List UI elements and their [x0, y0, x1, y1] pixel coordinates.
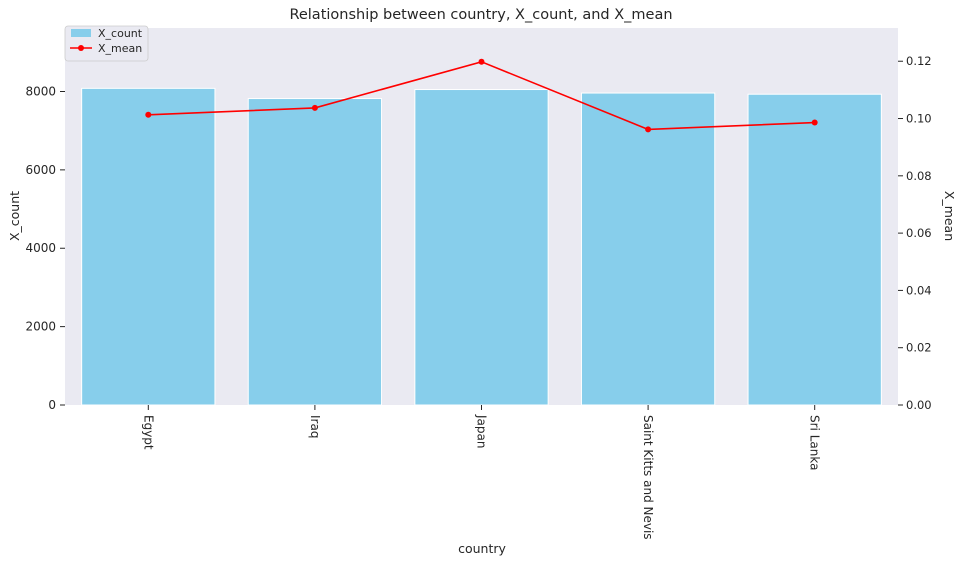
y2-tick-label-4: 0.08 [906, 169, 932, 183]
x-tick-label-2: Japan [475, 414, 489, 448]
x-mean-point-2 [478, 58, 485, 65]
x-tick-label-3: Saint Kitts and Nevis [641, 415, 655, 540]
x-axis-ticks: Egypt Iraq Japan Saint Kitts and Nevis Sri L… [141, 405, 822, 540]
bar-0 [81, 87, 216, 406]
legend-label-x-count: X_count [98, 27, 143, 40]
y-axis-title: X_count [7, 191, 22, 241]
y-tick-label-2: 4000 [25, 241, 56, 255]
y2-tick-label-0: 0.00 [906, 398, 932, 412]
y-tick-label-4: 8000 [25, 84, 56, 98]
bar-3 [580, 92, 716, 406]
y2-axis-title: X_mean [942, 191, 957, 241]
y2-tick-label-6: 0.12 [906, 54, 932, 68]
bar-4 [747, 93, 882, 406]
x-mean-point-1 [311, 104, 318, 111]
bars-layer [81, 87, 882, 406]
y2-tick-label-3: 0.06 [906, 226, 932, 240]
x-tick-label-1: Iraq [308, 415, 322, 438]
y-tick-label-0: 0 [48, 398, 56, 412]
x-mean-point-3 [645, 126, 652, 133]
y2-tick-label-1: 0.02 [906, 341, 932, 355]
y-tick-label-1: 2000 [25, 320, 56, 334]
y2-tick-label-2: 0.04 [906, 283, 932, 297]
x-tick-label-4: Sri Lanka [808, 415, 822, 470]
x-mean-point-0 [145, 111, 152, 118]
legend-marker-x-mean [78, 45, 84, 51]
y2-tick-label-5: 0.10 [906, 112, 932, 126]
legend-label-x-mean: X_mean [98, 42, 142, 55]
legend: X_count X_mean [64, 25, 149, 62]
right-axis-ticks: 0.00 0.02 0.04 0.06 0.08 0.10 0.12 [898, 54, 932, 412]
y-tick-label-3: 6000 [25, 163, 56, 177]
legend-swatch-x-count [71, 29, 91, 37]
x-mean-point-4 [811, 119, 818, 126]
chart-title: Relationship between country, X_count, a… [289, 7, 672, 23]
bar-2 [414, 89, 549, 406]
line-layer [145, 58, 818, 133]
bar-1 [247, 98, 383, 406]
x-axis-title: country [458, 541, 506, 556]
x-tick-label-0: Egypt [141, 415, 155, 450]
left-axis-ticks: 0 2000 4000 6000 8000 [25, 84, 65, 412]
